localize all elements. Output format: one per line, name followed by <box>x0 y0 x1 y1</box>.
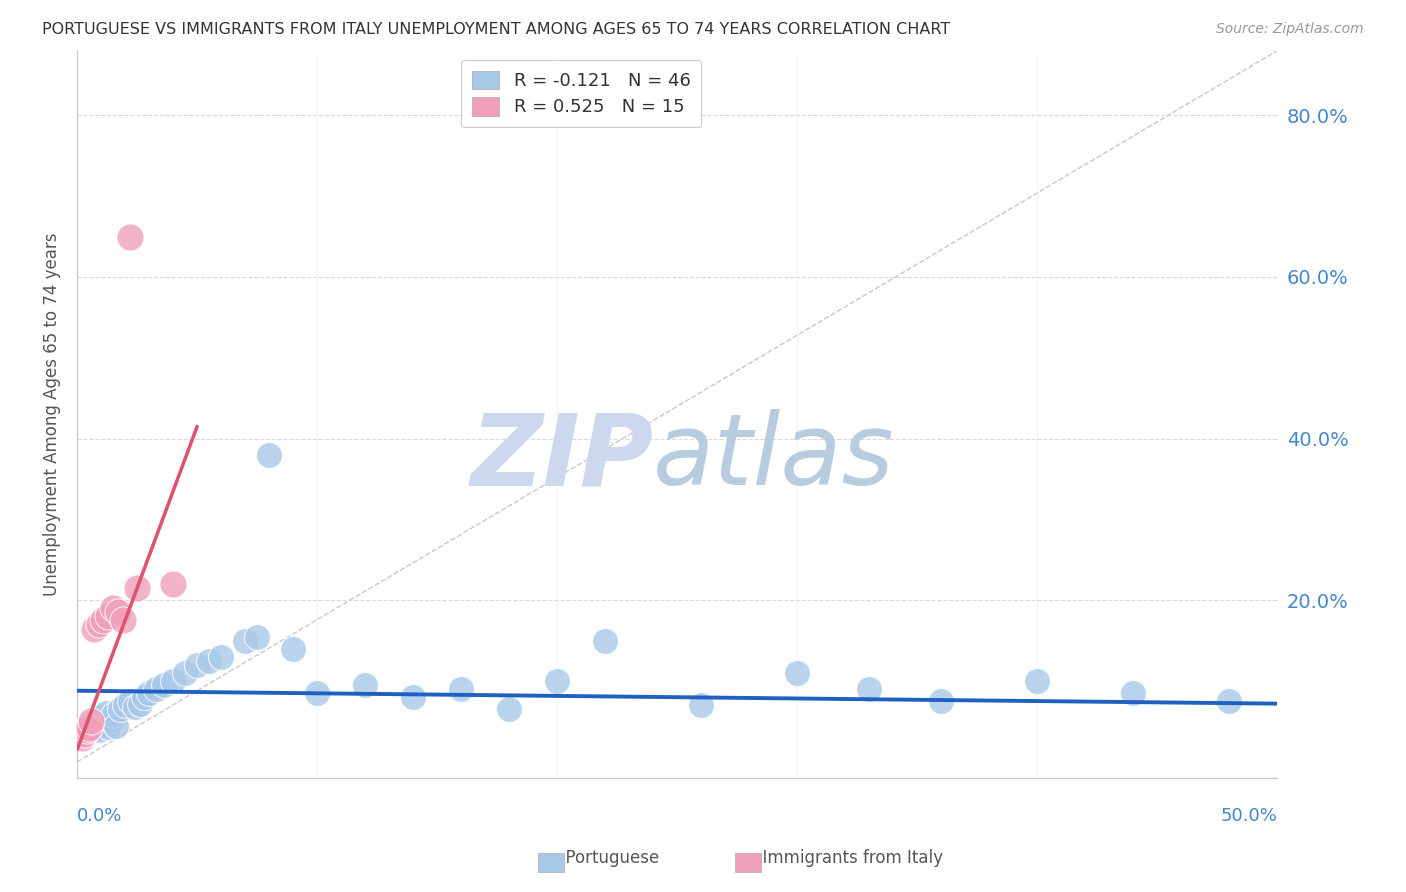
Point <box>83 622 105 636</box>
Point <box>73 726 96 740</box>
Point <box>77 718 100 732</box>
Point <box>73 723 96 737</box>
Text: PORTUGUESE VS IMMIGRANTS FROM ITALY UNEMPLOYMENT AMONG AGES 65 TO 74 YEARS CORRE: PORTUGUESE VS IMMIGRANTS FROM ITALY UNEM… <box>42 22 950 37</box>
Text: ZIP: ZIP <box>470 409 654 507</box>
Point <box>77 721 100 735</box>
Point <box>118 229 141 244</box>
Point <box>152 678 174 692</box>
Point <box>198 654 221 668</box>
Point <box>498 702 520 716</box>
Point <box>97 720 120 734</box>
Text: Portuguese: Portuguese <box>555 849 659 867</box>
Point <box>76 723 98 737</box>
Point <box>118 694 141 708</box>
Point <box>354 678 377 692</box>
Point <box>93 716 115 731</box>
Point <box>100 713 122 727</box>
Point <box>70 731 93 745</box>
Text: 0.0%: 0.0% <box>77 807 122 825</box>
Point <box>209 649 232 664</box>
Point <box>83 721 105 735</box>
Point <box>76 726 98 740</box>
Point <box>101 708 124 723</box>
Point <box>97 609 120 624</box>
Point <box>114 698 136 713</box>
Point <box>124 699 146 714</box>
Point <box>281 641 304 656</box>
Point <box>80 714 103 729</box>
Point <box>138 686 160 700</box>
Point <box>174 665 197 680</box>
Point <box>101 601 124 615</box>
Point <box>93 614 115 628</box>
Point <box>186 657 208 672</box>
Point <box>786 665 808 680</box>
Point <box>257 448 280 462</box>
Point <box>402 690 425 705</box>
Point <box>593 633 616 648</box>
Point <box>690 698 713 713</box>
Text: 50.0%: 50.0% <box>1220 807 1277 825</box>
Point <box>450 682 472 697</box>
Text: atlas: atlas <box>654 409 894 507</box>
Point <box>546 673 568 688</box>
Point <box>233 633 256 648</box>
Point <box>1026 673 1049 688</box>
Point <box>134 690 156 705</box>
Point <box>107 605 129 619</box>
Point <box>929 694 952 708</box>
Legend: R = -0.121   N = 46, R = 0.525   N = 15: R = -0.121 N = 46, R = 0.525 N = 15 <box>461 60 702 128</box>
Point <box>87 723 110 737</box>
Point <box>128 697 150 711</box>
Point <box>162 577 184 591</box>
Point <box>80 724 103 739</box>
Point <box>104 719 127 733</box>
Point <box>1122 686 1144 700</box>
Point <box>90 710 112 724</box>
Point <box>110 702 132 716</box>
Point <box>162 673 184 688</box>
Point <box>246 630 269 644</box>
Point <box>94 706 117 721</box>
Point <box>111 614 134 628</box>
Point <box>87 617 110 632</box>
Point <box>1218 694 1240 708</box>
Point <box>127 581 149 595</box>
Point <box>307 686 329 700</box>
Text: Source: ZipAtlas.com: Source: ZipAtlas.com <box>1216 22 1364 37</box>
Point <box>84 714 107 729</box>
Y-axis label: Unemployment Among Ages 65 to 74 years: Unemployment Among Ages 65 to 74 years <box>44 233 60 596</box>
Point <box>858 682 880 697</box>
Point <box>145 682 167 697</box>
Text: Immigrants from Italy: Immigrants from Italy <box>752 849 943 867</box>
